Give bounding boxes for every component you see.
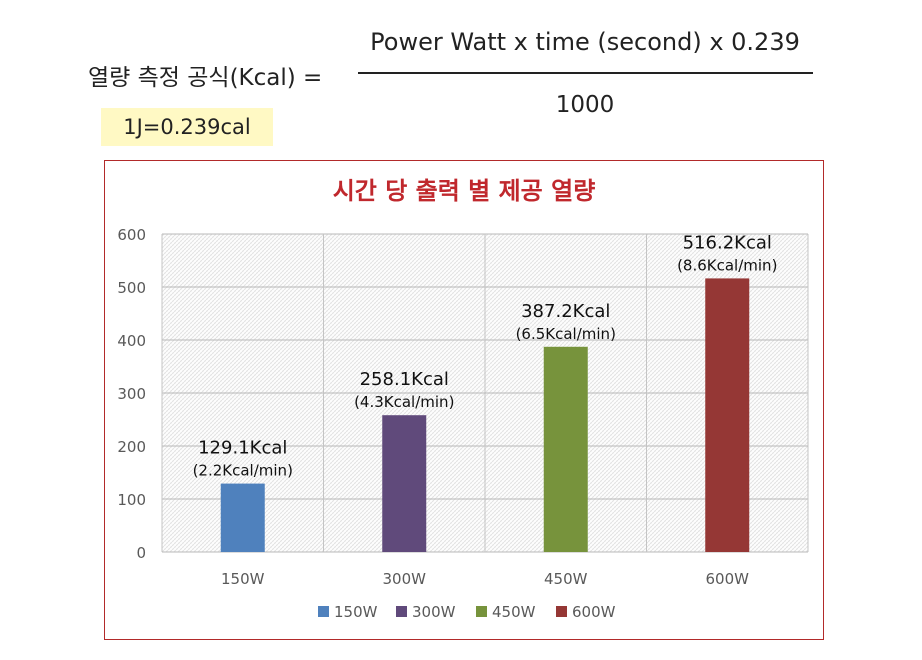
chart-title: 시간 당 출력 별 제공 열량 bbox=[332, 177, 596, 205]
bar-300W bbox=[382, 415, 427, 552]
bar-600W bbox=[705, 278, 750, 552]
y-tick-label: 200 bbox=[117, 438, 146, 456]
x-tick-label: 150W bbox=[221, 570, 265, 588]
x-tick-label: 450W bbox=[544, 570, 588, 588]
y-tick-label: 600 bbox=[117, 226, 146, 244]
bar-450W bbox=[543, 346, 588, 552]
bar-rate-label: (6.5Kcal/min) bbox=[516, 325, 616, 343]
bar-rate-label: (4.3Kcal/min) bbox=[354, 393, 454, 411]
legend-swatch-150W bbox=[318, 606, 329, 617]
joule-conversion-note: 1J=0.239cal bbox=[101, 108, 273, 146]
legend-swatch-600W bbox=[556, 606, 567, 617]
y-tick-label: 100 bbox=[117, 491, 146, 509]
y-tick-label: 500 bbox=[117, 279, 146, 297]
x-tick-label: 600W bbox=[706, 570, 750, 588]
bar-rate-label: (2.2Kcal/min) bbox=[193, 462, 293, 480]
legend-label: 300W bbox=[412, 603, 456, 621]
legend-label: 150W bbox=[334, 603, 378, 621]
legend-label: 450W bbox=[492, 603, 536, 621]
legend-swatch-300W bbox=[396, 606, 407, 617]
y-tick-label: 300 bbox=[117, 385, 146, 403]
y-tick-label: 0 bbox=[136, 544, 146, 562]
formula-label: 열량 측정 공식(Kcal) = bbox=[88, 65, 323, 91]
bar-rate-label: (8.6Kcal/min) bbox=[677, 256, 777, 274]
bar-value-label: 387.2Kcal bbox=[521, 301, 610, 322]
y-tick-label: 400 bbox=[117, 332, 146, 350]
legend-label: 600W bbox=[572, 603, 616, 621]
formula-numerator: Power Watt x time (second) x 0.239 bbox=[370, 28, 800, 56]
fraction-line bbox=[358, 72, 813, 74]
bar-chart: 0 100 200 300 400 500 600 129.1Kcal (2.2Kcal/min… bbox=[117, 226, 809, 621]
bar-value-label: 516.2Kcal bbox=[683, 232, 772, 253]
bar-value-label: 258.1Kcal bbox=[360, 369, 449, 390]
legend-swatch-450W bbox=[476, 606, 487, 617]
bar-value-label: 129.1Kcal bbox=[198, 438, 287, 459]
x-tick-label: 300W bbox=[383, 570, 427, 588]
chart-panel: 시간 당 출력 별 제공 열량 0 100 200 300 400 500 600 129.1… bbox=[104, 160, 824, 640]
formula-denominator: 1000 bbox=[555, 92, 615, 118]
bar-150W bbox=[220, 483, 265, 552]
